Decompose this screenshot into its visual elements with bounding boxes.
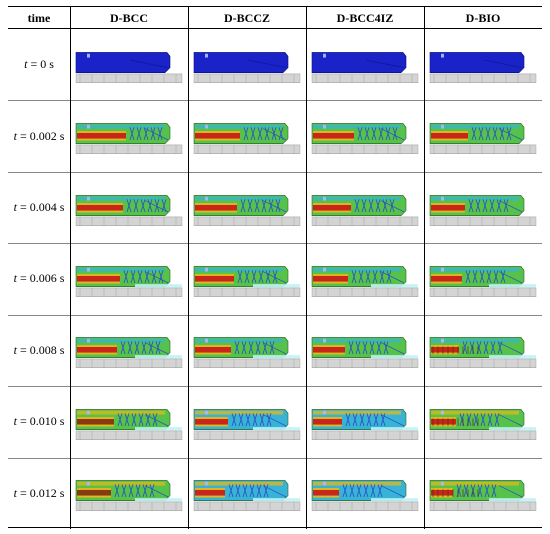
time-label: t = 0.006 s (8, 243, 70, 314)
simulation-snapshot (75, 194, 183, 226)
time-variable: t (13, 128, 17, 143)
simulation-snapshot (75, 123, 183, 155)
time-variable: t (13, 485, 17, 500)
time-value: = 0.008 s (16, 342, 65, 357)
simulation-snapshot (193, 408, 301, 440)
time-label: t = 0 s (8, 29, 70, 100)
simulation-snapshot (193, 123, 301, 155)
time-value: = 0.004 s (16, 200, 65, 215)
time-label: t = 0.008 s (8, 315, 70, 386)
time-variable: t (13, 342, 17, 357)
results-table: time D-BCC D-BCCZ D-BCC4IZ D-BIO t = 0 s… (8, 6, 542, 529)
simulation-snapshot (429, 51, 537, 83)
time-value: = 0 s (27, 57, 54, 72)
simulation-snapshot (75, 480, 183, 512)
time-value: = 0.010 s (16, 414, 65, 429)
header-col-4: D-BIO (465, 11, 501, 25)
simulation-snapshot (193, 480, 301, 512)
simulation-snapshot (75, 51, 183, 83)
simulation-snapshot (311, 123, 419, 155)
time-label: t = 0.002 s (8, 100, 70, 171)
simulation-snapshot (193, 266, 301, 297)
time-variable: t (13, 414, 17, 429)
simulation-snapshot (429, 194, 537, 226)
header-col-3: D-BCC4IZ (336, 11, 394, 25)
header-col-2: D-BCCZ (223, 11, 270, 25)
simulation-snapshot (311, 266, 419, 297)
time-value: = 0.002 s (16, 128, 65, 143)
simulation-snapshot (75, 337, 183, 369)
simulation-snapshot (429, 480, 537, 512)
simulation-snapshot (311, 480, 419, 512)
time-label: t = 0.010 s (8, 386, 70, 457)
simulation-snapshot (311, 337, 419, 369)
time-label: t = 0.012 s (8, 458, 70, 529)
time-variable: t (13, 200, 17, 215)
simulation-snapshot (311, 194, 419, 226)
simulation-snapshot (311, 408, 419, 440)
simulation-snapshot (193, 194, 301, 226)
simulation-snapshot (429, 266, 537, 297)
simulation-snapshot (193, 51, 301, 83)
time-variable: t (13, 271, 17, 286)
time-value: = 0.012 s (16, 485, 65, 500)
time-variable: t (24, 57, 28, 72)
simulation-snapshot (429, 337, 537, 369)
time-value: = 0.006 s (16, 271, 65, 286)
header-col-1: D-BCC (110, 11, 148, 25)
time-label: t = 0.004 s (8, 172, 70, 243)
simulation-snapshot (429, 123, 537, 155)
simulation-snapshot (193, 337, 301, 369)
simulation-snapshot (75, 408, 183, 440)
header-time: time (27, 11, 51, 25)
simulation-snapshot (429, 408, 537, 440)
table-header: time D-BCC D-BCCZ D-BCC4IZ D-BIO (8, 7, 542, 29)
simulation-snapshot (311, 51, 419, 83)
simulation-snapshot (75, 266, 183, 297)
